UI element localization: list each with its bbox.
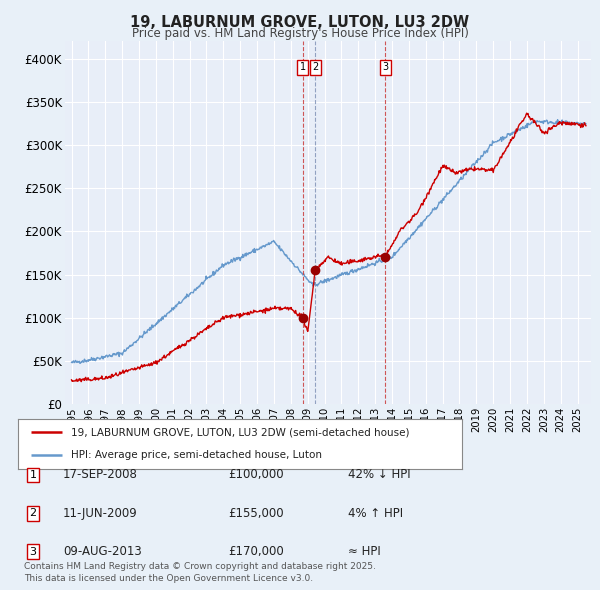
Text: 19, LABURNUM GROVE, LUTON, LU3 2DW: 19, LABURNUM GROVE, LUTON, LU3 2DW	[130, 15, 470, 30]
Text: £170,000: £170,000	[228, 545, 284, 558]
Text: 42% ↓ HPI: 42% ↓ HPI	[348, 468, 410, 481]
Text: 09-AUG-2013: 09-AUG-2013	[63, 545, 142, 558]
Text: 19, LABURNUM GROVE, LUTON, LU3 2DW (semi-detached house): 19, LABURNUM GROVE, LUTON, LU3 2DW (semi…	[71, 427, 410, 437]
Text: HPI: Average price, semi-detached house, Luton: HPI: Average price, semi-detached house,…	[71, 450, 322, 460]
Text: 11-JUN-2009: 11-JUN-2009	[63, 507, 138, 520]
Text: Price paid vs. HM Land Registry's House Price Index (HPI): Price paid vs. HM Land Registry's House …	[131, 27, 469, 40]
Text: £155,000: £155,000	[228, 507, 284, 520]
Text: Contains HM Land Registry data © Crown copyright and database right 2025.
This d: Contains HM Land Registry data © Crown c…	[24, 562, 376, 583]
Text: 1: 1	[300, 62, 306, 72]
Text: 3: 3	[382, 62, 388, 72]
Text: 4% ↑ HPI: 4% ↑ HPI	[348, 507, 403, 520]
Text: 3: 3	[29, 547, 37, 556]
Text: 1: 1	[29, 470, 37, 480]
Text: 17-SEP-2008: 17-SEP-2008	[63, 468, 138, 481]
Text: ≈ HPI: ≈ HPI	[348, 545, 381, 558]
Text: 2: 2	[312, 62, 318, 72]
Text: 2: 2	[29, 509, 37, 518]
Text: £100,000: £100,000	[228, 468, 284, 481]
